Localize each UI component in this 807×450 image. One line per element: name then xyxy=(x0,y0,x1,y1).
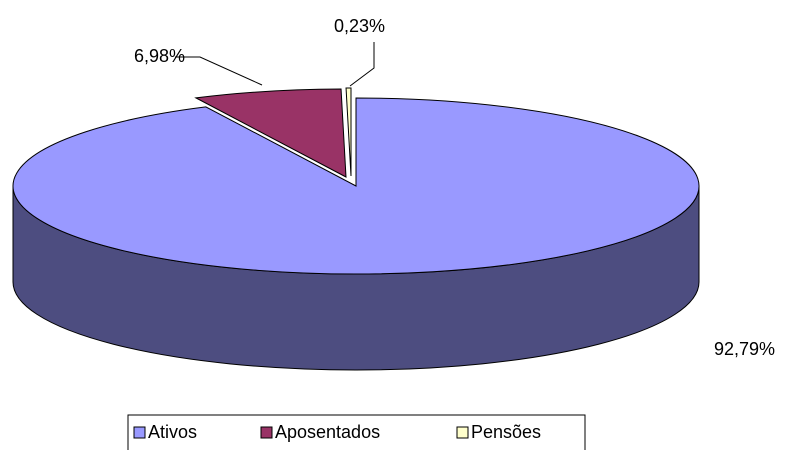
legend-swatch xyxy=(456,426,469,439)
slice xyxy=(194,88,347,178)
data-label: 92,79% xyxy=(714,339,775,359)
legend-label: Aposentados xyxy=(275,422,380,442)
legend-box xyxy=(127,414,586,450)
legend-label: Pensões xyxy=(471,422,541,442)
legend-label: Ativos xyxy=(148,422,197,442)
legend-swatch xyxy=(133,426,146,439)
slice xyxy=(345,87,352,177)
slice xyxy=(12,97,700,275)
leader-line xyxy=(175,56,263,86)
legend-swatch xyxy=(260,426,273,439)
data-label: 6,98% xyxy=(134,46,185,66)
data-label: 0,23% xyxy=(334,16,385,36)
leader-line xyxy=(349,42,375,87)
